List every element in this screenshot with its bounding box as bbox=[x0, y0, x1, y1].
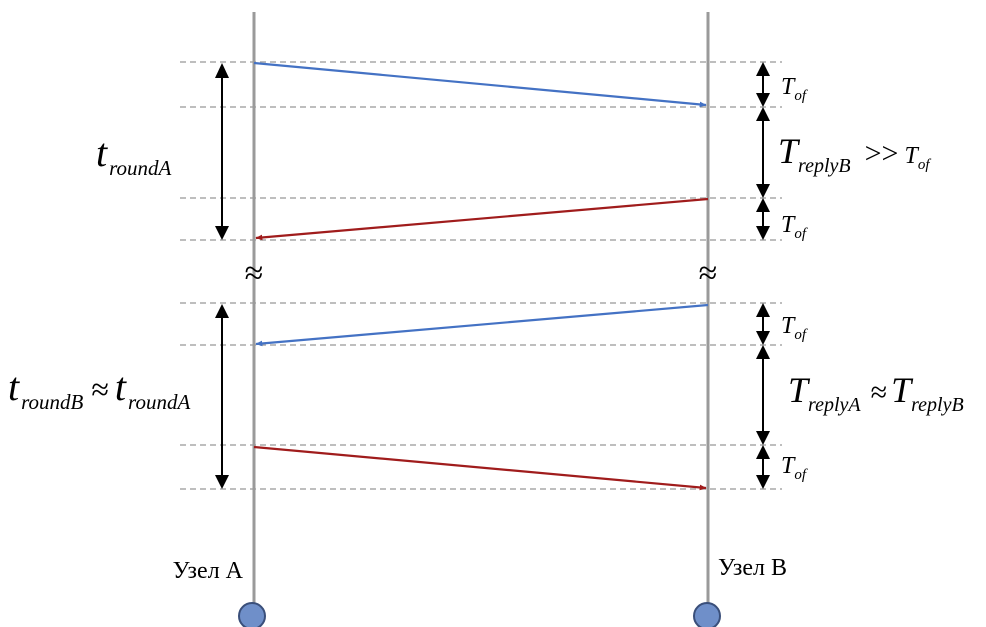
reply-b-relation-label: TreplyB >> Tof bbox=[778, 131, 931, 177]
reply-a-dimension bbox=[756, 345, 770, 445]
message-arrow-a-to-b-top bbox=[253, 61, 707, 108]
tof-dimension-top-1 bbox=[756, 62, 770, 107]
reply-a-relation-label: TreplyA ≈ TreplyB bbox=[788, 370, 964, 416]
tof-label-bottom-1: Tof bbox=[781, 313, 808, 343]
tof-dimension-bottom-2 bbox=[756, 445, 770, 489]
tof-label-top-2: Tof bbox=[781, 212, 808, 242]
break-marker-b: ≈ bbox=[699, 255, 718, 292]
break-marker-a: ≈ bbox=[245, 255, 264, 292]
node-a-label: Узел A bbox=[173, 558, 244, 584]
node-b-label: Узел B bbox=[718, 555, 787, 581]
guide-lines bbox=[180, 61, 782, 490]
tof-label-bottom-2: Tof bbox=[781, 453, 808, 483]
tof-label-top-1: Tof bbox=[781, 74, 808, 104]
reply-arrow-b-to-a-top bbox=[255, 197, 709, 241]
message-arrow-b-to-a-bottom bbox=[255, 303, 709, 347]
reply-b-dimension bbox=[756, 107, 770, 198]
reply-arrow-a-to-b-bottom bbox=[253, 445, 707, 491]
round-a-label: troundA bbox=[96, 130, 172, 180]
tof-dimension-top-2 bbox=[756, 198, 770, 240]
node-a-circle bbox=[238, 602, 266, 627]
tof-dimension-bottom-1 bbox=[756, 303, 770, 345]
round-b-dimension bbox=[215, 304, 229, 489]
round-a-dimension bbox=[215, 63, 229, 240]
round-b-relation-label: troundB ≈ troundA bbox=[8, 364, 190, 414]
node-b-circle bbox=[693, 602, 721, 627]
